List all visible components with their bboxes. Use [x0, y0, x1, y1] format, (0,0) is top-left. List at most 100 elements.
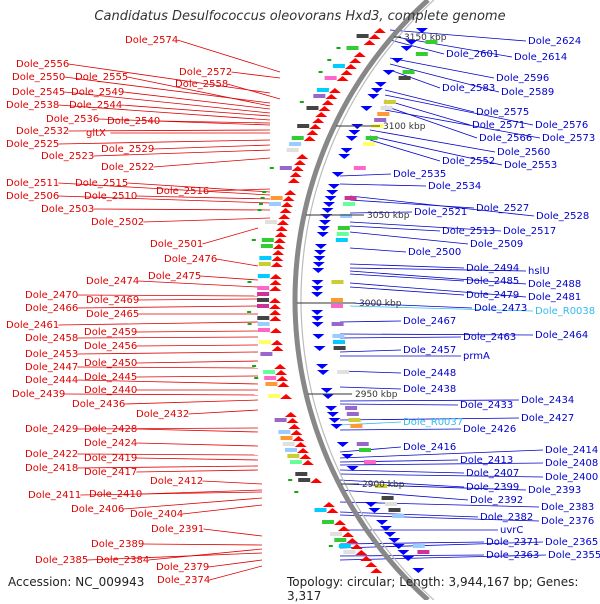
reverse-gene-arrow: [365, 562, 378, 567]
left-gene-label: Dole_2515: [75, 178, 128, 189]
feature-mark: [254, 377, 259, 379]
left-leader-line: [202, 480, 263, 485]
left-leader-line: [77, 336, 259, 339]
left-gene-label: Dole_2465: [86, 309, 139, 320]
left-gene-label: Dole_2572: [179, 67, 232, 78]
forward-gene-arrow: [318, 220, 331, 225]
forward-gene-arrow: [388, 538, 401, 543]
left-gene-label: Dole_2384: [96, 555, 149, 566]
right-gene-label: Dole_2434: [521, 395, 574, 406]
left-leader-line: [227, 83, 281, 100]
right-gene-label: Dole_2535: [393, 169, 446, 180]
feature-mark: [251, 239, 256, 241]
feature-box: [269, 202, 281, 206]
right-gene-label: Dole_2413: [460, 455, 513, 466]
scale-tick-label: 3150 kbp: [404, 33, 447, 43]
right-leader-line: [384, 89, 475, 113]
right-leader-line: [349, 231, 469, 245]
right-gene-label: Dole_2488: [528, 279, 581, 290]
right-gene-label: Dole_2517: [503, 226, 556, 237]
reverse-gene-arrow: [296, 154, 309, 159]
right-gene-label: Dole_R0038: [535, 306, 595, 317]
left-leader-line: [136, 195, 271, 200]
left-leader-line: [123, 497, 263, 510]
feature-box: [316, 88, 329, 92]
reverse-gene-arrow: [328, 88, 341, 93]
reverse-gene-arrow: [269, 280, 282, 285]
right-gene-label: Dole_2500: [408, 247, 461, 258]
reverse-gene-arrow: [270, 340, 283, 345]
forward-gene-arrow: [348, 130, 361, 135]
right-gene-label: Dole_2560: [497, 147, 550, 158]
feature-box: [274, 418, 287, 422]
left-gene-label: Dole_2476: [164, 254, 217, 265]
reverse-gene-arrow: [269, 310, 282, 315]
left-gene-label: Dole_2439: [12, 389, 65, 400]
forward-gene-arrow: [340, 148, 353, 153]
right-leader-line: [339, 541, 544, 549]
right-gene-label: Dole_2485: [466, 276, 519, 287]
right-leader-line: [339, 459, 459, 463]
right-gene-label: Dole_2552: [442, 156, 495, 167]
left-gene-label: Dole_2511: [6, 178, 59, 189]
forward-gene-arrow: [313, 256, 326, 261]
left-leader-line: [58, 139, 271, 145]
right-leader-line: [339, 333, 534, 336]
reverse-gene-arrow: [355, 550, 368, 555]
left-leader-line: [188, 409, 259, 415]
feature-box: [257, 274, 270, 278]
feature-box: [398, 76, 411, 80]
feature-box: [337, 370, 350, 374]
left-leader-line: [216, 258, 259, 267]
feature-box: [343, 202, 355, 206]
right-leader-line: [339, 462, 544, 466]
right-gene-label: uvrC: [500, 525, 523, 536]
right-gene-label: Dole_2371: [486, 537, 539, 548]
feature-box: [257, 304, 269, 308]
right-leader-line: [339, 336, 462, 339]
reverse-gene-arrow: [350, 544, 363, 549]
left-gene-label: Dole_2558: [175, 79, 228, 90]
feature-box: [415, 52, 428, 56]
backbone-inner-line: [300, 0, 435, 601]
left-leader-line: [159, 120, 271, 124]
right-gene-label: Dole_2376: [541, 516, 594, 527]
feature-box: [260, 352, 273, 356]
reverse-gene-arrow: [289, 172, 302, 177]
left-gene-label: Dole_2440: [84, 385, 137, 396]
right-gene-label: Dole_2399: [466, 482, 519, 493]
left-gene-label: Dole_2503: [41, 204, 94, 215]
left-gene-label: Dole_2419: [84, 453, 137, 464]
left-gene-label: Dole_2389: [91, 539, 144, 550]
forward-gene-arrow: [320, 388, 333, 393]
feature-box: [356, 34, 369, 38]
feature-box: [337, 226, 350, 230]
left-leader-line: [77, 294, 259, 297]
right-leader-line: [384, 94, 534, 126]
feature-box: [374, 118, 387, 122]
left-leader-line: [136, 330, 259, 333]
left-leader-line: [124, 399, 259, 405]
feature-box: [425, 40, 438, 44]
reverse-gene-arrow: [344, 64, 357, 69]
left-leader-line: [58, 321, 259, 326]
left-leader-line: [182, 504, 263, 515]
left-leader-line: [202, 227, 259, 245]
right-gene-label: Dole_2393: [528, 485, 581, 496]
left-leader-line: [98, 118, 271, 126]
right-gene-label: Dole_2481: [528, 292, 581, 303]
left-leader-line: [143, 217, 271, 223]
forward-gene-arrow: [341, 454, 354, 459]
right-gene-label: Dole_2365: [545, 537, 598, 548]
left-gene-label: Dole_2422: [25, 449, 78, 460]
left-leader-line: [93, 149, 271, 157]
feature-box: [263, 370, 276, 374]
feature-box: [333, 340, 345, 344]
left-leader-line: [153, 144, 271, 150]
left-leader-line: [87, 552, 263, 561]
right-gene-label: Dole_2400: [545, 472, 598, 483]
forward-gene-arrow: [311, 316, 324, 321]
reverse-gene-arrow: [272, 250, 285, 255]
feature-box: [289, 460, 302, 464]
